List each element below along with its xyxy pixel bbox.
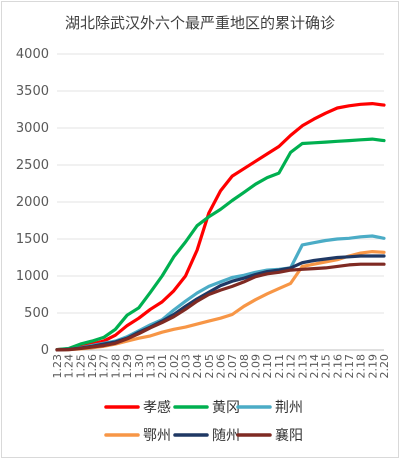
y-tick-label: 500: [24, 306, 49, 321]
x-tick-label: 1.28: [109, 354, 122, 379]
series-line-孝感: [55, 101, 386, 352]
x-tick-label: 1.25: [74, 354, 87, 379]
x-tick-label: 1.31: [144, 354, 157, 379]
y-tick-label: 2000: [16, 195, 49, 210]
chart-title: 湖北除武汉外六个最严重地区的累计确诊: [65, 14, 335, 32]
x-tick-label: 2.11: [273, 354, 286, 379]
series-line-襄阳: [55, 262, 386, 352]
x-tick-label: 1.24: [63, 354, 76, 379]
x-tick-label: 1.26: [86, 354, 99, 379]
legend-label: 荆州: [275, 400, 303, 416]
legend-label: 襄阳: [275, 428, 303, 444]
legend-label: 随州: [212, 428, 240, 444]
x-tick-label: 2.01: [156, 354, 169, 379]
x-tick-label: 2.10: [261, 354, 274, 379]
y-axis: 0 500 1000 1500 2000 2500 3000 3500 4000: [16, 47, 49, 358]
x-tick-label: 2.17: [343, 354, 356, 379]
y-tick-label: 1500: [16, 232, 49, 247]
x-axis: 1.231.241.251.261.271.281.291.301.312.01…: [51, 354, 391, 379]
series-line-黄冈: [55, 137, 386, 352]
y-tick-label: 0: [41, 343, 49, 358]
x-tick-label: 2.06: [215, 354, 228, 379]
series-lines: [55, 101, 386, 352]
x-tick-label: 2.08: [238, 354, 251, 379]
x-tick-label: 2.04: [191, 354, 204, 379]
y-tick-label: 1000: [16, 269, 49, 284]
x-tick-label: 2.19: [366, 354, 379, 379]
legend-label: 黄冈: [212, 399, 240, 416]
y-tick-label: 3500: [16, 84, 49, 99]
x-tick-label: 2.02: [168, 354, 181, 379]
x-tick-label: 2.13: [296, 354, 309, 379]
x-tick-label: 2.05: [203, 354, 216, 379]
x-tick-label: 2.20: [378, 354, 391, 379]
x-tick-label: 2.03: [179, 354, 192, 379]
gridlines: [57, 53, 384, 351]
x-tick-label: 2.09: [250, 354, 263, 379]
x-tick-label: 2.16: [331, 354, 344, 379]
x-tick-label: 2.18: [355, 354, 368, 379]
x-tick-label: 1.30: [133, 354, 146, 379]
legend-label: 鄂州: [143, 428, 171, 444]
y-tick-label: 2500: [16, 158, 49, 173]
series-line-荆州: [55, 234, 386, 352]
x-tick-label: 2.12: [285, 354, 298, 379]
legend-label: 孝感: [143, 399, 171, 416]
x-tick-label: 2.15: [320, 354, 333, 379]
y-tick-label: 3000: [16, 121, 49, 136]
x-tick-label: 1.23: [51, 354, 64, 379]
x-tick-label: 2.14: [308, 354, 321, 379]
x-tick-label: 1.29: [121, 354, 134, 379]
x-tick-label: 2.07: [226, 354, 239, 379]
y-tick-label: 4000: [16, 47, 49, 62]
x-tick-label: 1.27: [98, 354, 111, 379]
